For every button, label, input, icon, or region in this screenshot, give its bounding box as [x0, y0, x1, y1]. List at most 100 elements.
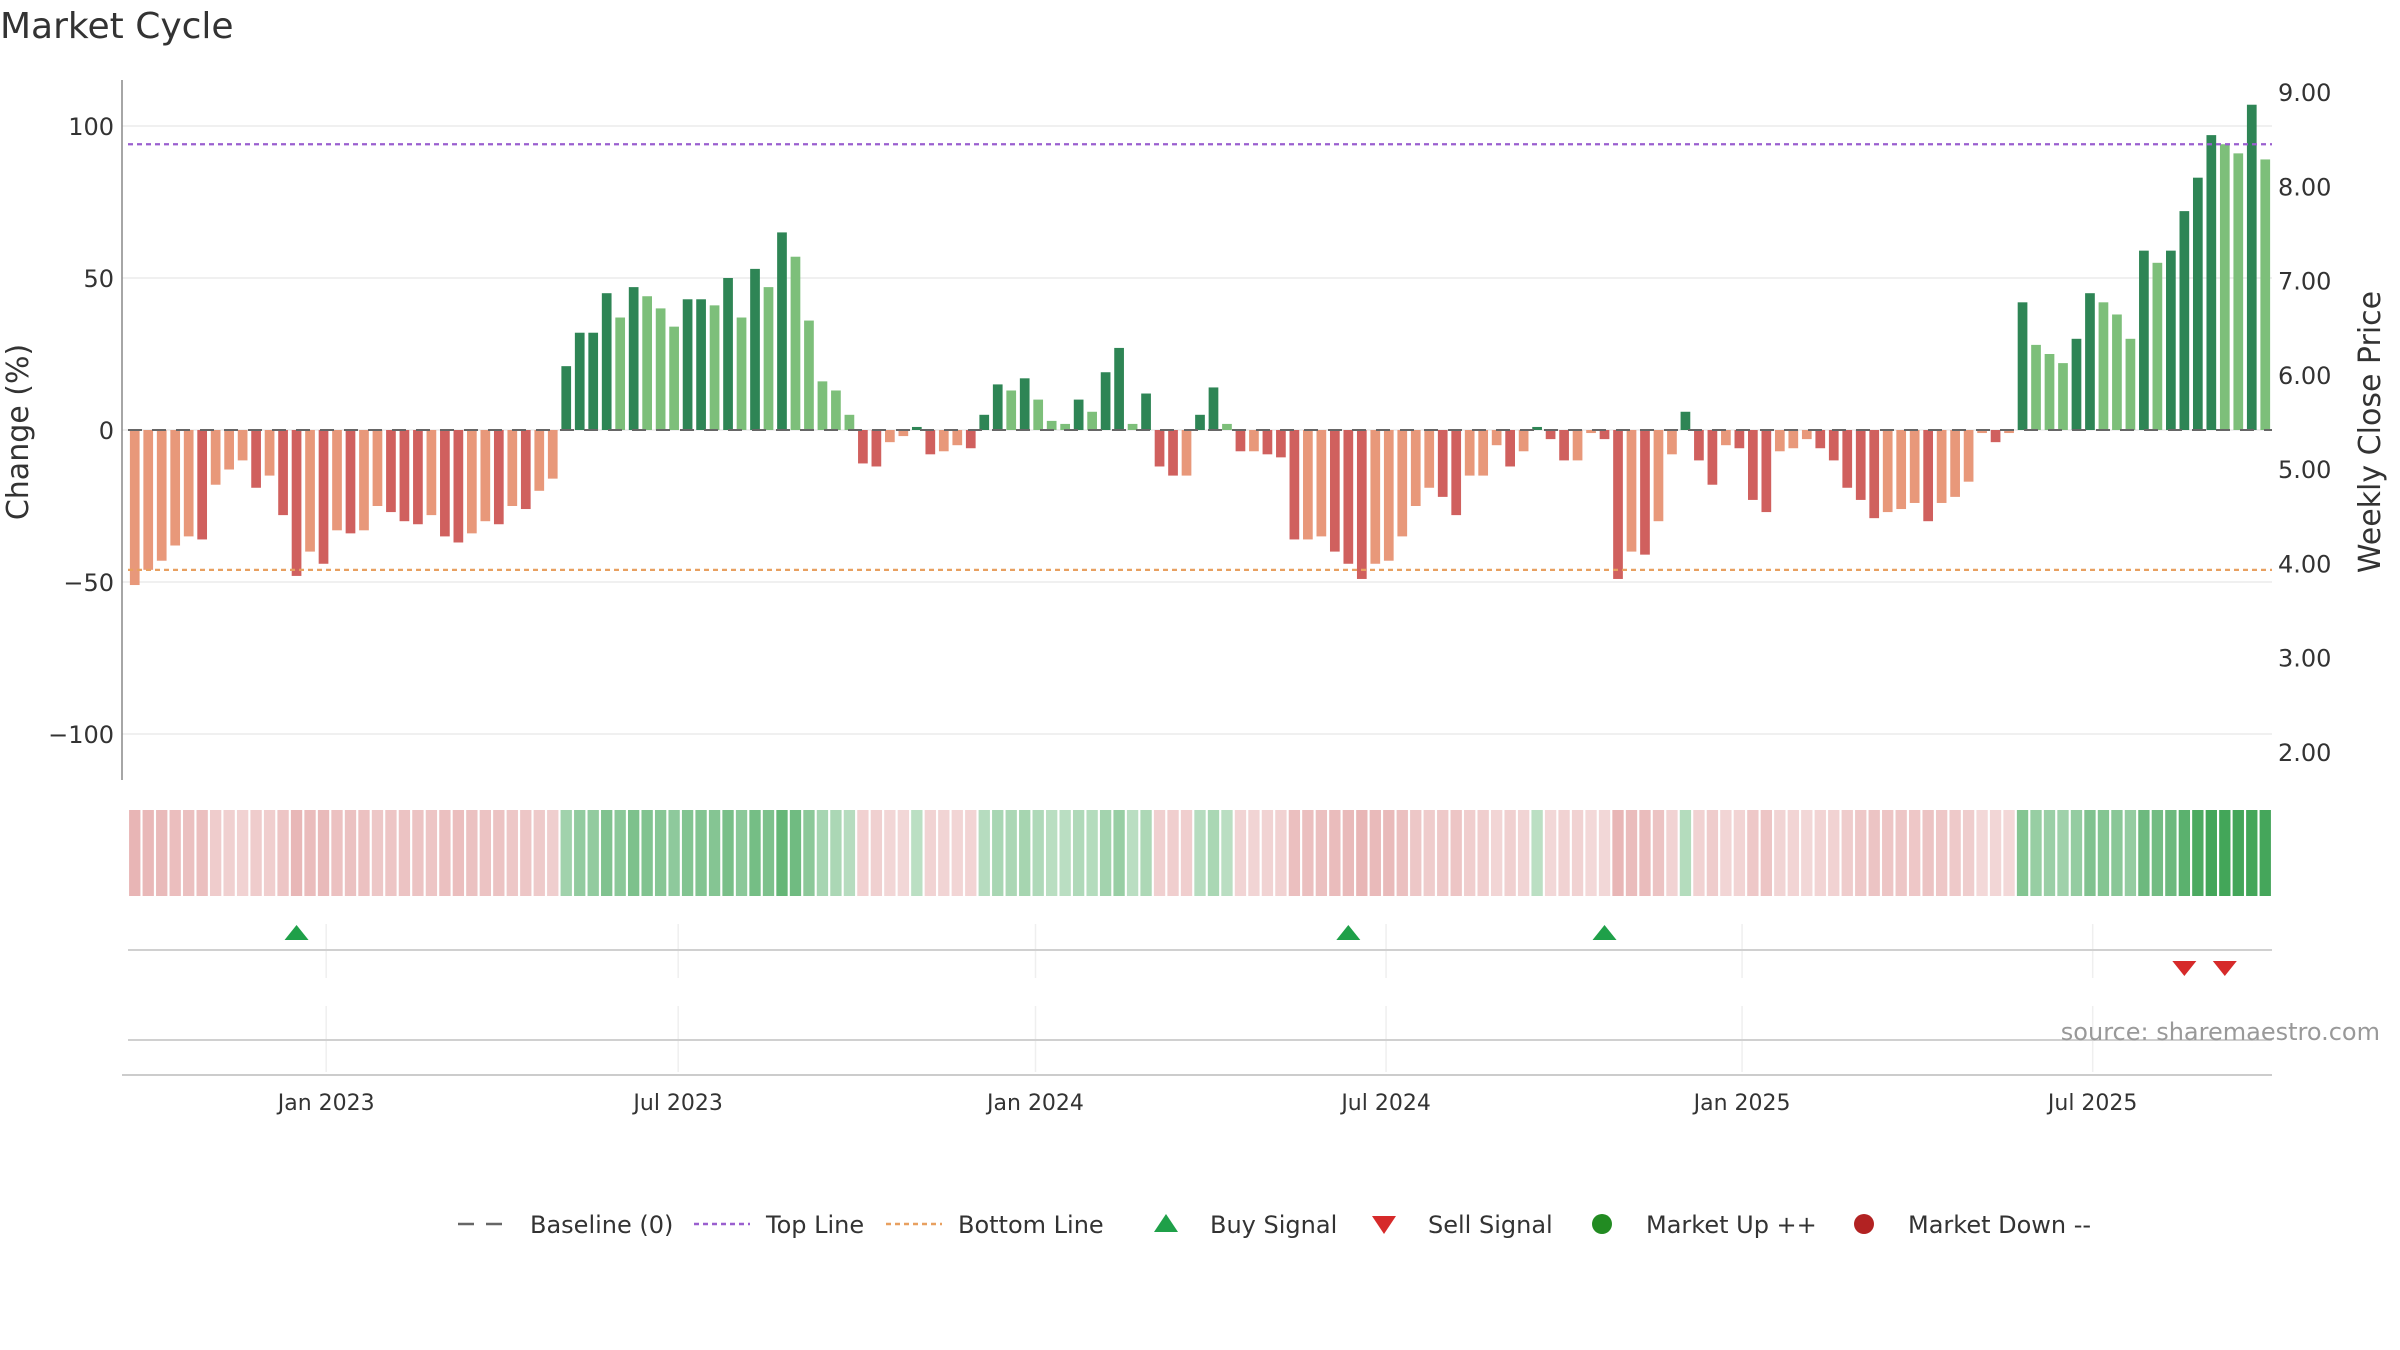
bar — [1464, 430, 1475, 476]
cycle-cell — [263, 810, 276, 896]
legend-item: Sell Signal — [1372, 1211, 1553, 1239]
cycle-cell — [2232, 810, 2244, 896]
cycle-cell — [1221, 810, 1233, 896]
bar — [1788, 430, 1799, 449]
cycle-cell — [1828, 810, 1840, 896]
cycle-cell — [344, 810, 357, 896]
bar — [305, 430, 315, 552]
cycle-cell — [1180, 810, 1193, 896]
legend-label: Top Line — [765, 1211, 864, 1239]
bar — [1343, 430, 1354, 564]
buy-signal-marker — [284, 925, 309, 940]
cycle-cell — [1571, 810, 1584, 896]
cycle-cell — [2165, 810, 2177, 896]
bar — [2219, 144, 2230, 431]
cycle-cell — [2084, 810, 2096, 896]
cycle-cell — [1207, 810, 1220, 896]
cycle-cell — [223, 810, 235, 896]
cycle-cell — [911, 810, 923, 896]
cycle-cell — [2192, 810, 2204, 896]
cycle-cell — [1019, 810, 1031, 896]
cycle-cell — [1841, 810, 1853, 896]
bar — [1640, 430, 1650, 555]
cycle-cell — [1167, 810, 1179, 896]
cycle-cell — [803, 810, 815, 896]
cycle-cell — [2097, 810, 2110, 896]
cycle-cell — [1760, 810, 1773, 896]
cycle-cell — [574, 810, 586, 896]
bar — [2125, 338, 2136, 430]
bar — [1181, 430, 1192, 476]
cycle-cell — [506, 810, 518, 896]
bar — [1356, 430, 1367, 579]
cycle-cell — [371, 810, 384, 896]
cycle-cell — [897, 810, 910, 896]
bar — [2044, 354, 2055, 430]
bar — [763, 287, 774, 430]
cycle-cell — [1962, 810, 1975, 896]
cycle-cell — [1814, 810, 1826, 896]
bar — [871, 430, 882, 467]
bar — [1491, 430, 1502, 446]
bar — [1127, 423, 1138, 430]
cycle-cell — [209, 810, 222, 896]
cycle-cell — [1437, 810, 1449, 896]
cycle-cell — [2124, 810, 2137, 896]
bar — [1586, 430, 1596, 434]
legend-item: Market Down -- — [1854, 1211, 2091, 1239]
bar — [1397, 430, 1408, 537]
bar — [413, 430, 423, 525]
cycle-cell — [1396, 810, 1408, 896]
cycle-cell — [1005, 810, 1017, 896]
bar — [723, 278, 733, 430]
y2-tick-label: 3.00 — [2278, 645, 2331, 673]
cycle-cell — [2151, 810, 2164, 896]
cycle-cell — [1234, 810, 1247, 896]
bar — [601, 293, 612, 430]
bar — [278, 430, 288, 516]
bar — [1249, 430, 1259, 452]
y2-tick-label: 6.00 — [2278, 362, 2331, 390]
bar — [2004, 430, 2014, 434]
cycle-cell — [2111, 810, 2123, 896]
bar — [1451, 430, 1462, 516]
bar — [1087, 411, 1097, 430]
cycle-cell — [1706, 810, 1719, 896]
bar — [979, 414, 990, 430]
bar — [197, 430, 208, 540]
legend-swatch-sell — [1372, 1216, 1396, 1234]
y-tick-label: −100 — [48, 721, 114, 749]
cycle-cell — [749, 810, 761, 896]
sell-signal-marker — [2212, 961, 2237, 976]
bar — [1680, 411, 1691, 430]
bar — [858, 430, 868, 464]
cycle-cell — [1612, 810, 1624, 896]
bar — [359, 430, 369, 531]
cycle-cell — [1558, 810, 1570, 896]
cycle-cell — [1949, 810, 1961, 896]
bar — [1518, 430, 1529, 452]
y-tick-label: 50 — [83, 265, 114, 293]
cycle-cell — [1032, 810, 1044, 896]
cycle-cell — [830, 810, 842, 896]
cycle-cell — [2016, 810, 2029, 896]
cycle-cell — [425, 810, 438, 896]
bar — [480, 430, 491, 522]
bar — [2017, 302, 2028, 430]
cycle-cell — [1868, 810, 1880, 896]
bar — [1855, 430, 1866, 500]
cycle-cell — [978, 810, 990, 896]
cycle-cell — [277, 810, 289, 896]
bar — [750, 268, 760, 430]
cycle-cell — [1464, 810, 1476, 896]
cycle-cell — [1329, 810, 1341, 896]
cycle-cell — [722, 810, 734, 896]
bar — [332, 430, 342, 531]
cycle-cell — [547, 810, 559, 896]
bar — [1963, 430, 1974, 482]
bar — [224, 430, 234, 470]
cycle-cell — [708, 810, 721, 896]
bar — [1909, 430, 1920, 503]
legend-swatch-marker — [1854, 1214, 1874, 1234]
x-tick-label: Jan 2025 — [1692, 1091, 1791, 1116]
